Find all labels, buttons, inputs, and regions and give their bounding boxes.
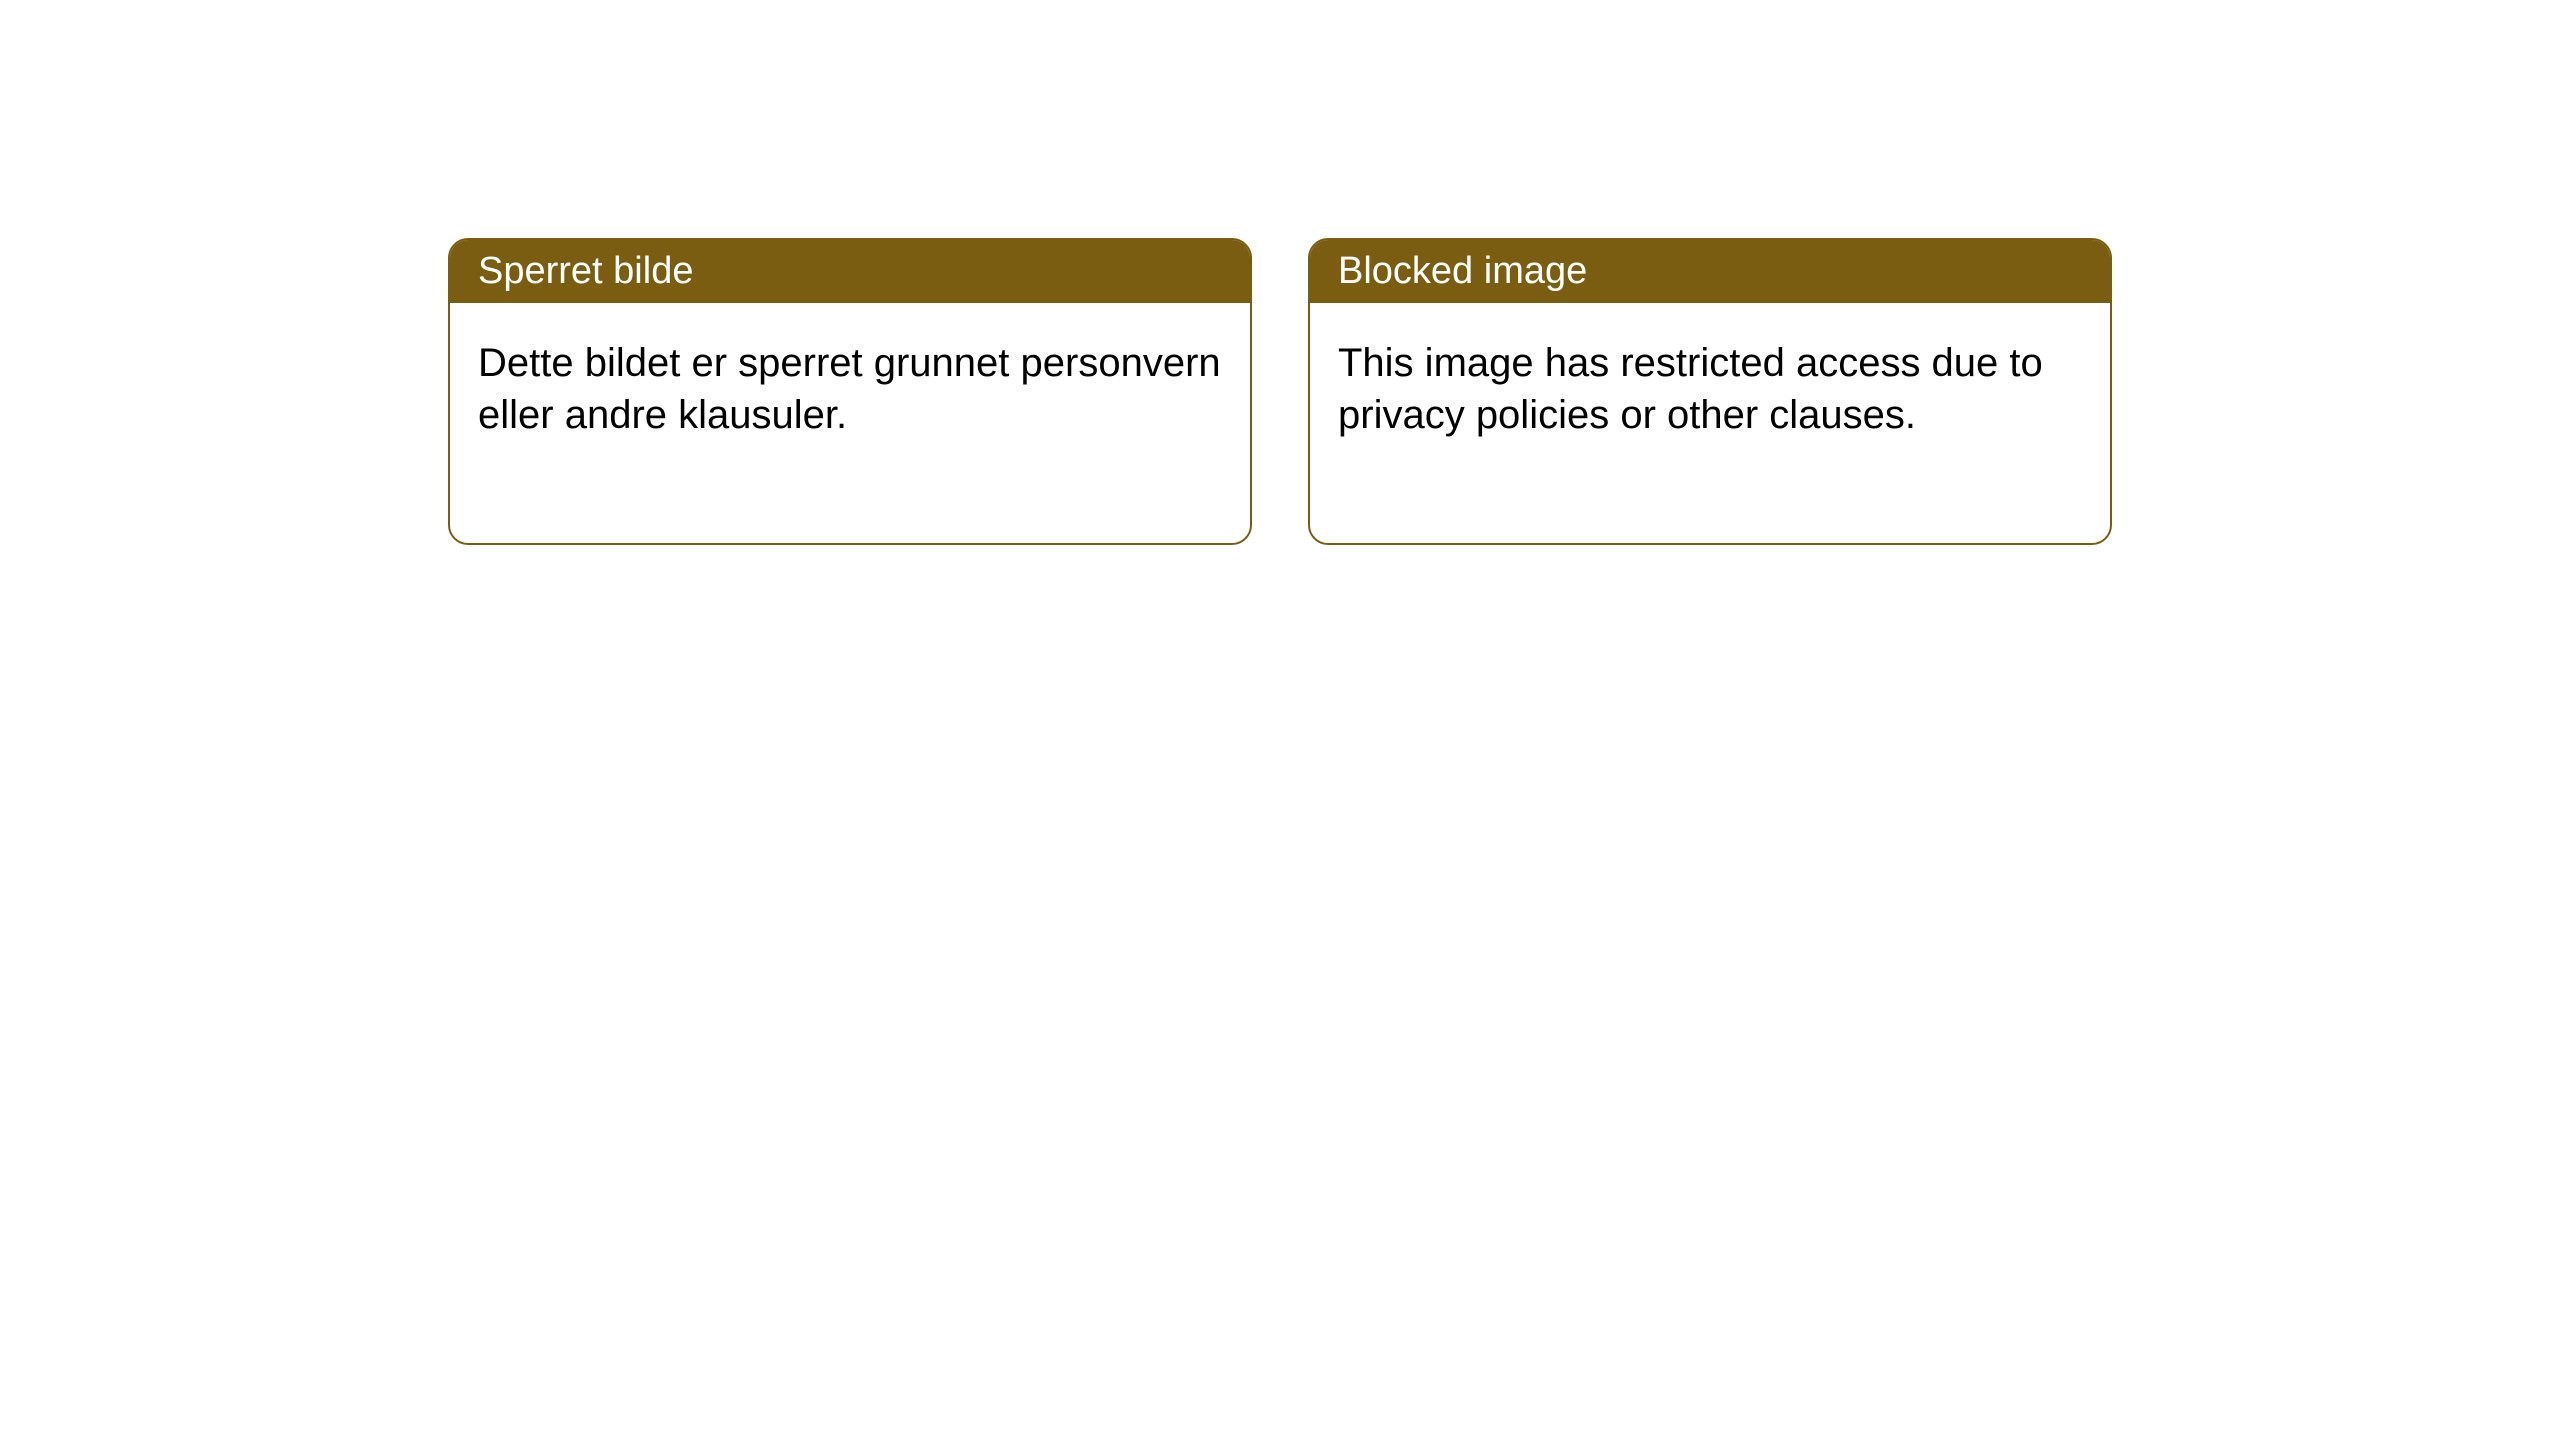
- cards-container: Sperret bilde Dette bildet er sperret gr…: [0, 0, 2560, 545]
- card-title: Sperret bilde: [478, 250, 693, 292]
- card-norwegian: Sperret bilde Dette bildet er sperret gr…: [448, 238, 1252, 545]
- card-header-english: Blocked image: [1310, 240, 2110, 303]
- card-body-text: Dette bildet er sperret grunnet personve…: [478, 341, 1221, 437]
- card-header-norwegian: Sperret bilde: [450, 240, 1250, 303]
- card-body-text: This image has restricted access due to …: [1338, 341, 2043, 437]
- card-body-norwegian: Dette bildet er sperret grunnet personve…: [450, 303, 1250, 543]
- card-title: Blocked image: [1338, 250, 1587, 292]
- card-body-english: This image has restricted access due to …: [1310, 303, 2110, 543]
- card-english: Blocked image This image has restricted …: [1308, 238, 2112, 545]
